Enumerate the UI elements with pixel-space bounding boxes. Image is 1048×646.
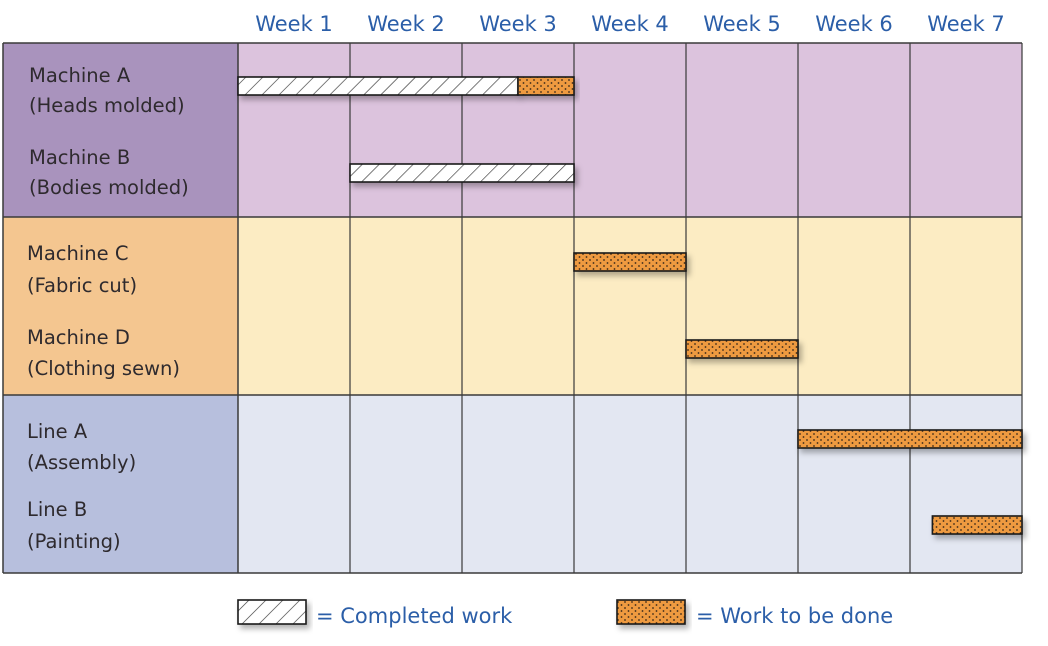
row-label-name: Line A xyxy=(27,420,88,443)
week-header: Week 5 xyxy=(703,12,781,36)
legend-label-todo: = Work to be done xyxy=(696,604,893,628)
week-header: Week 1 xyxy=(255,12,333,36)
row-label-detail: (Assembly) xyxy=(27,451,136,474)
group-label-band xyxy=(3,395,238,573)
row-label-detail: (Fabric cut) xyxy=(27,274,137,297)
legend-label-completed: = Completed work xyxy=(316,604,513,628)
task-bar-todo xyxy=(931,515,1023,535)
week-header: Week 3 xyxy=(479,12,557,36)
row-label-name: Machine D xyxy=(27,326,130,349)
legend-swatch-completed xyxy=(237,599,307,625)
week-header: Week 4 xyxy=(591,12,669,36)
week-header: Week 7 xyxy=(927,12,1005,36)
task-bar-completed xyxy=(349,163,575,183)
group-background xyxy=(238,395,1022,573)
row-label-detail: (Clothing sewn) xyxy=(27,357,180,380)
row-label-name: Machine A xyxy=(29,64,131,87)
task-bar-completed xyxy=(237,76,519,96)
task-bar-todo xyxy=(685,339,799,359)
group-background xyxy=(238,43,1022,217)
row-label-name: Line B xyxy=(27,498,87,521)
week-header: Week 6 xyxy=(815,12,893,36)
task-bar-todo xyxy=(517,76,575,96)
week-header: Week 2 xyxy=(367,12,445,36)
task-bar-todo xyxy=(573,252,687,272)
task-bar-todo xyxy=(797,429,1023,449)
row-label-detail: (Bodies molded) xyxy=(29,176,189,199)
group-label-band xyxy=(3,217,238,395)
row-label-detail: (Painting) xyxy=(27,530,121,553)
row-label-name: Machine B xyxy=(29,146,130,169)
row-label-name: Machine C xyxy=(27,242,128,265)
group-background xyxy=(238,217,1022,395)
legend-swatch-todo xyxy=(616,599,686,625)
group-label-band xyxy=(3,43,238,217)
row-label-detail: (Heads molded) xyxy=(29,94,185,117)
